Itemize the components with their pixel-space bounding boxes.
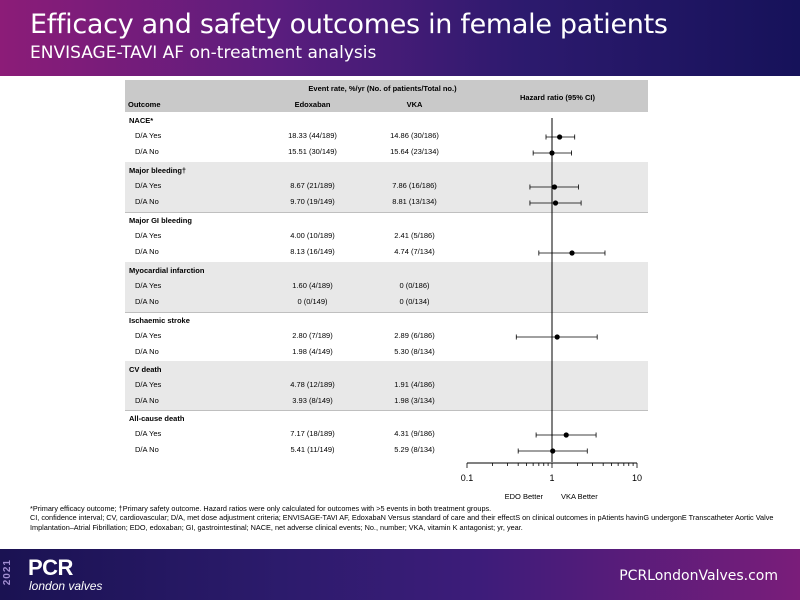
group-divider [125,212,648,213]
table-row: D/A Yes 4.78 (12/189) 1.91 (4/186) [125,378,465,394]
table-row: D/A Yes 2.80 (7/189) 2.89 (6/186) [125,329,465,345]
row-label: D/A No [135,247,159,256]
table-row: D/A No 15.51 (30/149) 15.64 (23/134) [125,145,465,161]
footer-banner: 2021 PCR london valves PCRLondonValves.c… [0,549,800,600]
table-row: D/A Yes 1.60 (4/189) 0 (0/186) [125,279,465,295]
outcome-group-major-gi-bleeding: Major GI bleeding D/A Yes 4.00 (10/189) … [125,212,648,262]
table-row: D/A Yes 8.67 (21/189) 7.86 (16/186) [125,179,465,195]
table-row: D/A Yes 18.33 (44/189) 14.86 (30/186) [125,129,465,145]
vka-value: 15.64 (23/134) [390,147,439,156]
table-row: D/A No 5.41 (11/149) 5.29 (8/134) [125,443,465,459]
vka-value: 1.98 (3/134) [394,396,435,405]
edoxaban-value: 18.33 (44/189) [288,131,337,140]
table-header: Event rate, %/yr (No. of patients/Total … [125,80,648,112]
row-label: D/A Yes [135,331,162,340]
vka-value: 4.31 (9/186) [394,429,435,438]
x-tick-label: 1 [549,473,554,483]
vka-value: 7.86 (16/186) [392,181,437,190]
edoxaban-value: 1.98 (4/149) [292,347,333,356]
outcome-group-cv-death: CV death D/A Yes 4.78 (12/189) 1.91 (4/1… [125,361,648,411]
edoxaban-value: 8.13 (16/149) [290,247,335,256]
vka-value: 5.29 (8/134) [394,445,435,454]
edoxaban-value: 5.41 (11/149) [290,445,335,454]
outcome-column-header: Outcome [128,100,161,109]
slide-title: Efficacy and safety outcomes in female p… [30,9,668,40]
outcome-group-myocardial-infarction: Myocardial infarction D/A Yes 1.60 (4/18… [125,262,648,312]
edo-better-label: EDO Better [505,492,544,501]
group-title: Major bleeding† [129,166,187,175]
year-label: 2021 [2,559,13,586]
vka-value: 0 (0/186) [399,281,430,290]
title-banner: Efficacy and safety outcomes in female p… [0,0,800,76]
row-label: D/A No [135,347,159,356]
row-label: D/A No [135,445,159,454]
pcr-logo: PCR [28,555,73,580]
london-valves-logo-text: london valves [29,579,103,593]
table-row: D/A Yes 4.00 (10/189) 2.41 (5/186) [125,229,465,245]
table-row: D/A No 8.13 (16/149) 4.74 (7/134) [125,245,465,261]
group-title: Major GI bleeding [129,216,192,225]
edoxaban-value: 9.70 (19/149) [290,197,335,206]
outcome-group-ischaemic-stroke: Ischaemic stroke D/A Yes 2.80 (7/189) 2.… [125,312,648,362]
edoxaban-value: 4.00 (10/189) [290,231,335,240]
edoxaban-value: 7.17 (18/189) [290,429,335,438]
outcome-group-major-bleeding: Major bleeding† D/A Yes 8.67 (21/189) 7.… [125,162,648,212]
footnote-abbreviations: CI, confidence interval; CV, cardiovascu… [30,513,774,532]
x-tick-label: 0.1 [461,473,474,483]
row-label: D/A Yes [135,131,162,140]
row-label: D/A Yes [135,380,162,389]
vka-value: 5.30 (8/134) [394,347,435,356]
event-rate-header: Event rate, %/yr (No. of patients/Total … [308,84,457,93]
footnote-primary-outcomes: *Primary efficacy outcome; †Primary safe… [30,504,492,513]
edoxaban-value: 3.93 (8/149) [292,396,333,405]
edoxaban-value: 0 (0/149) [297,297,328,306]
row-label: D/A Yes [135,281,162,290]
vka-column-header: VKA [406,100,423,109]
vka-value: 4.74 (7/134) [394,247,435,256]
website-url[interactable]: PCRLondonValves.com [619,568,778,584]
row-label: D/A No [135,396,159,405]
group-title: CV death [129,365,162,374]
vka-value: 14.86 (30/186) [390,131,439,140]
vka-value: 8.81 (13/134) [392,197,437,206]
row-label: D/A Yes [135,429,162,438]
group-title: Ischaemic stroke [129,316,190,325]
table-row: D/A No 1.98 (4/149) 5.30 (8/134) [125,345,465,361]
hazard-ratio-column-header: Hazard ratio (95% CI) [519,93,596,102]
vka-value: 2.89 (6/186) [394,331,435,340]
vka-value: 2.41 (5/186) [394,231,435,240]
row-label: D/A Yes [135,231,162,240]
edoxaban-column-header: Edoxaban [294,100,331,109]
footnotes: *Primary efficacy outcome; †Primary safe… [30,504,780,532]
vka-better-label: VKA Better [561,492,598,501]
table-row: D/A No 0 (0/149) 0 (0/134) [125,295,465,311]
row-label: D/A No [135,147,159,156]
slide-subtitle: ENVISAGE-TAVI AF on-treatment analysis [30,43,377,63]
table-row: D/A No 3.93 (8/149) 1.98 (3/134) [125,394,465,410]
vka-value: 1.91 (4/186) [394,380,435,389]
group-divider [125,410,648,411]
edoxaban-value: 4.78 (12/189) [290,380,335,389]
table-row: D/A No 9.70 (19/149) 8.81 (13/134) [125,195,465,211]
group-title: NACE* [129,116,154,125]
group-title: Myocardial infarction [129,266,205,275]
edoxaban-value: 2.80 (7/189) [292,331,333,340]
outcome-group-nace: NACE* D/A Yes 18.33 (44/189) 14.86 (30/1… [125,112,648,162]
row-label: D/A No [135,197,159,206]
edoxaban-value: 15.51 (30/149) [288,147,337,156]
x-tick-label: 10 [632,473,642,483]
group-divider [125,312,648,313]
edoxaban-value: 1.60 (4/189) [292,281,333,290]
table-row: D/A Yes 7.17 (18/189) 4.31 (9/186) [125,427,465,443]
group-title: All-cause death [129,414,185,423]
row-label: D/A Yes [135,181,162,190]
edoxaban-value: 8.67 (21/189) [290,181,335,190]
vka-value: 0 (0/134) [399,297,430,306]
outcome-group-all-cause-death: All-cause death D/A Yes 7.17 (18/189) 4.… [125,410,648,460]
row-label: D/A No [135,297,159,306]
